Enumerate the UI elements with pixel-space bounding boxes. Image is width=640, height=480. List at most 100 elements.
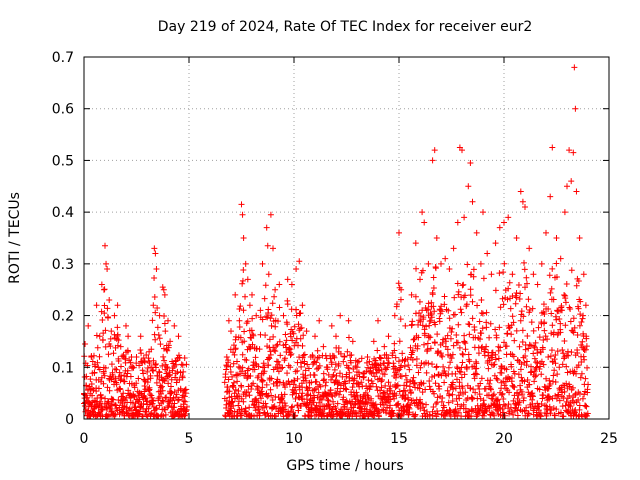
data-point-filler <box>466 331 473 338</box>
data-point-filler <box>453 332 460 339</box>
data-point <box>240 235 247 241</box>
data-point-filler <box>563 363 570 370</box>
data-point-filler <box>118 363 125 370</box>
y-tick-label: 0.2 <box>52 309 74 325</box>
data-point-filler <box>316 399 323 406</box>
data-point-filler <box>500 301 507 308</box>
data-point <box>564 183 570 190</box>
data-point-filler <box>518 374 525 381</box>
data-point-filler <box>462 389 469 396</box>
data-point <box>253 312 260 319</box>
data-point-filler <box>161 378 168 385</box>
data-point-filler <box>154 412 161 419</box>
data-point-filler <box>180 368 187 375</box>
data-point-filler <box>561 291 568 298</box>
data-point-filler <box>561 337 568 344</box>
data-point-filler <box>255 403 262 410</box>
y-tick-label: 0.6 <box>52 102 74 118</box>
data-point-filler <box>420 404 427 411</box>
data-point-filler <box>540 392 547 399</box>
data-point <box>288 281 295 288</box>
data-point-filler <box>235 402 242 409</box>
data-point-filler <box>498 363 505 370</box>
data-point-filler <box>236 305 243 312</box>
data-point-filler <box>575 362 582 369</box>
data-point-filler <box>523 404 530 411</box>
x-tick-label: 20 <box>495 431 513 447</box>
data-point <box>580 271 587 278</box>
data-point-filler <box>182 398 189 405</box>
data-point <box>530 271 537 278</box>
data-point-filler <box>431 372 438 379</box>
data-point-filler <box>553 260 560 267</box>
data-point-filler <box>313 378 320 385</box>
data-point-filler <box>237 303 244 310</box>
data-point-filler <box>542 333 549 340</box>
data-point-filler <box>541 311 548 318</box>
data-point-filler <box>267 315 274 322</box>
data-point-filler <box>493 375 500 382</box>
data-point-filler <box>584 410 591 417</box>
data-point-filler <box>498 369 505 376</box>
y-tick-label: 0.3 <box>52 257 74 273</box>
data-point <box>561 209 568 216</box>
data-point-filler <box>98 406 105 413</box>
data-point-filler <box>150 367 157 374</box>
data-point-filler <box>105 351 112 358</box>
data-point-filler <box>313 359 320 366</box>
data-point-filler <box>161 406 168 413</box>
data-point-filler <box>503 351 510 358</box>
data-point-filler <box>239 277 246 284</box>
data-point-filler <box>393 301 400 308</box>
data-point-filler <box>120 390 127 397</box>
data-point-filler <box>262 282 269 289</box>
data-point-filler <box>244 318 251 325</box>
data-point-filler <box>158 390 165 397</box>
data-point-filler <box>449 398 456 405</box>
data-point-filler <box>112 401 119 408</box>
data-point-filler <box>517 317 524 324</box>
data-point-filler <box>297 335 304 342</box>
data-point-filler <box>565 352 572 359</box>
data-point-filler <box>487 385 494 392</box>
data-point-filler <box>553 273 560 280</box>
data-point-filler <box>432 380 439 387</box>
data-point-filler <box>137 347 144 354</box>
data-point-filler <box>560 413 567 420</box>
data-point-filler <box>147 375 154 382</box>
data-point-filler <box>408 389 415 396</box>
data-point-filler <box>391 347 398 354</box>
data-point-filler <box>555 391 562 398</box>
data-point-filler <box>284 370 291 377</box>
data-point-filler <box>181 355 188 362</box>
data-point-filler <box>525 410 532 417</box>
data-point-filler <box>483 343 490 350</box>
data-point-filler <box>522 353 529 360</box>
data-point-filler <box>562 322 569 329</box>
y-tick-label: 0.4 <box>52 205 74 221</box>
data-point-filler <box>515 402 522 409</box>
data-point-filler <box>425 300 432 307</box>
data-point-filler <box>174 397 181 404</box>
data-point-filler <box>503 343 510 350</box>
data-point-filler <box>581 391 588 398</box>
data-point-filler <box>419 267 426 274</box>
data-point-filler <box>414 343 421 350</box>
data-point-filler <box>228 393 235 400</box>
data-point-filler <box>399 350 406 357</box>
data-point-filler <box>257 395 264 402</box>
data-point <box>576 235 583 241</box>
data-point-filler <box>104 384 111 391</box>
data-point-filler <box>529 305 536 312</box>
data-point-filler <box>529 393 536 400</box>
data-point-filler <box>481 352 488 359</box>
data-point-filler <box>230 342 237 349</box>
data-point-filler <box>547 410 554 417</box>
data-point-filler <box>114 342 121 349</box>
data-point-filler <box>128 354 135 361</box>
data-point-filler <box>517 366 524 373</box>
data-point <box>264 242 271 249</box>
data-point-filler <box>259 316 266 323</box>
data-point-filler <box>469 315 476 322</box>
data-point-filler <box>490 361 497 368</box>
